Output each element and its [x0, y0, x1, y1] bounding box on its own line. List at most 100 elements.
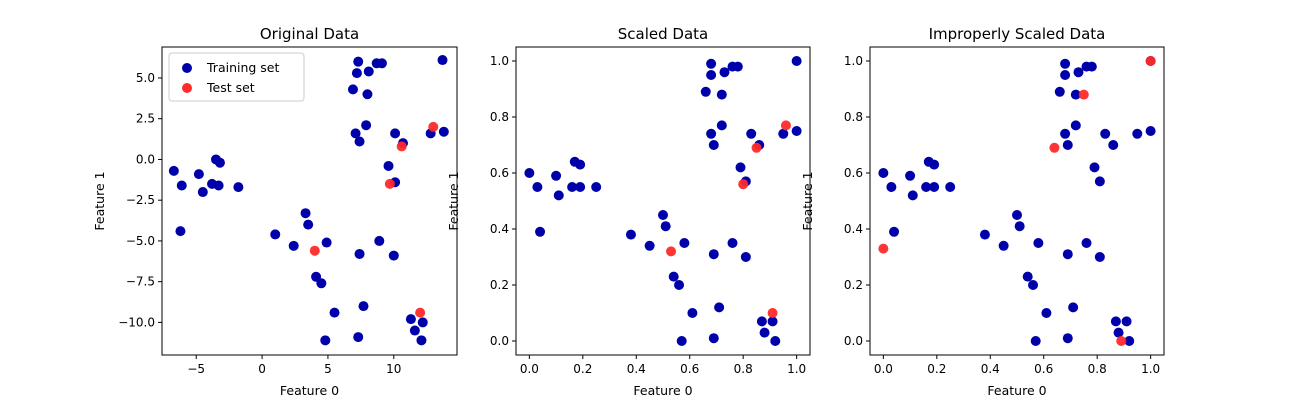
training-point: [362, 89, 373, 100]
training-point: [409, 325, 420, 336]
training-point: [759, 327, 770, 338]
test-point: [1145, 56, 1156, 66]
axes-frame: [515, 46, 811, 356]
x-tick-label: 0.2: [927, 362, 946, 376]
training-point: [716, 89, 727, 100]
training-point: [351, 68, 362, 79]
x-tick-label: 0.0: [874, 362, 893, 376]
training-point: [350, 128, 361, 139]
training-point: [716, 120, 727, 131]
training-point: [1145, 126, 1156, 136]
legend-marker-test-set: [182, 83, 192, 93]
training-point: [746, 128, 757, 139]
training-point: [567, 182, 578, 192]
training-point: [905, 170, 916, 181]
training-point: [735, 162, 746, 173]
training-point: [591, 182, 602, 192]
y-tick-label: 0.0: [844, 334, 863, 348]
training-point: [644, 240, 655, 251]
training-point: [1062, 140, 1073, 150]
x-tick-label: 0.4: [981, 362, 1000, 376]
panel-scaled-data: Scaled Data Feature 0 Feature 1 0.0 0.2 0.…: [446, 25, 811, 398]
training-point: [376, 58, 387, 69]
training-point: [706, 128, 717, 139]
training-point: [1062, 333, 1073, 344]
training-point: [1028, 280, 1039, 290]
legend-marker-training-set: [182, 63, 192, 73]
training-point: [233, 182, 244, 193]
y-tick-label: 2.5: [136, 112, 155, 126]
y-tick-label: 0.6: [844, 166, 863, 180]
training-point: [1086, 61, 1097, 72]
training-point: [700, 86, 711, 97]
x-tick-label: 5: [324, 362, 332, 376]
chart-title: Scaled Data: [618, 25, 708, 43]
training-point: [889, 226, 900, 237]
y-tick-label: 0.0: [490, 334, 509, 348]
training-point: [374, 235, 385, 246]
training-point: [175, 226, 186, 237]
training-point: [1113, 327, 1124, 338]
training-point: [1132, 128, 1143, 139]
training-point: [353, 56, 364, 67]
y-axis-label: Feature 1: [92, 171, 107, 230]
test-point: [767, 308, 778, 318]
y-tick-label: 0.0: [136, 152, 155, 166]
test-point: [415, 307, 426, 318]
training-point: [1110, 316, 1121, 327]
training-point: [358, 301, 369, 312]
training-point: [353, 332, 364, 343]
training-point: [213, 180, 224, 191]
training-point: [383, 160, 394, 171]
training-point: [1068, 302, 1079, 313]
x-tick-label: 1.0: [787, 362, 806, 376]
test-point: [1078, 89, 1089, 100]
training-point: [929, 182, 940, 192]
y-tick-label: −5.0: [126, 234, 155, 248]
test-point: [1049, 142, 1060, 153]
training-point: [575, 159, 586, 170]
axes-frame: [869, 46, 1165, 356]
training-point: [1054, 86, 1065, 97]
training-point: [1033, 238, 1044, 248]
training-point: [1089, 162, 1100, 173]
training-point: [929, 159, 940, 170]
y-tick-label: 1.0: [844, 54, 863, 68]
legend: Training set Test set: [168, 52, 305, 102]
training-point: [945, 182, 956, 192]
training-point: [727, 238, 738, 248]
y-tick-label: 0.4: [844, 222, 863, 236]
training-point: [417, 317, 428, 328]
training-point: [740, 252, 751, 262]
training-point: [329, 307, 340, 318]
training-point: [998, 240, 1009, 251]
training-point: [532, 182, 543, 192]
x-tick-label: 10: [386, 362, 401, 376]
training-point: [1060, 128, 1071, 139]
training-point: [551, 170, 562, 181]
training-point: [921, 182, 932, 192]
training-point: [388, 250, 399, 261]
legend-label-training-set: Training set: [206, 60, 279, 75]
y-axis-label: Feature 1: [800, 171, 815, 230]
training-point: [1062, 249, 1073, 260]
x-tick-label: −5: [187, 362, 205, 376]
panel-improperly-scaled-data: Improperly Scaled Data Feature 0 Feature…: [800, 25, 1165, 398]
training-point: [1094, 176, 1105, 187]
test-point: [396, 141, 407, 152]
x-tick-label: 0.4: [627, 362, 646, 376]
legend-label-test-set: Test set: [206, 80, 255, 95]
training-point: [575, 182, 586, 192]
training-point: [767, 316, 778, 327]
test-point: [751, 142, 762, 153]
training-point: [674, 280, 685, 290]
training-point: [791, 126, 802, 136]
y-tick-label: 0.2: [844, 278, 863, 292]
training-point: [214, 157, 225, 168]
training-point: [668, 271, 679, 282]
training-point: [708, 333, 719, 344]
training-point: [1012, 210, 1022, 220]
x-tick-label: 0.8: [1088, 362, 1107, 376]
test-point: [738, 179, 749, 190]
y-tick-label: 0.2: [490, 278, 509, 292]
